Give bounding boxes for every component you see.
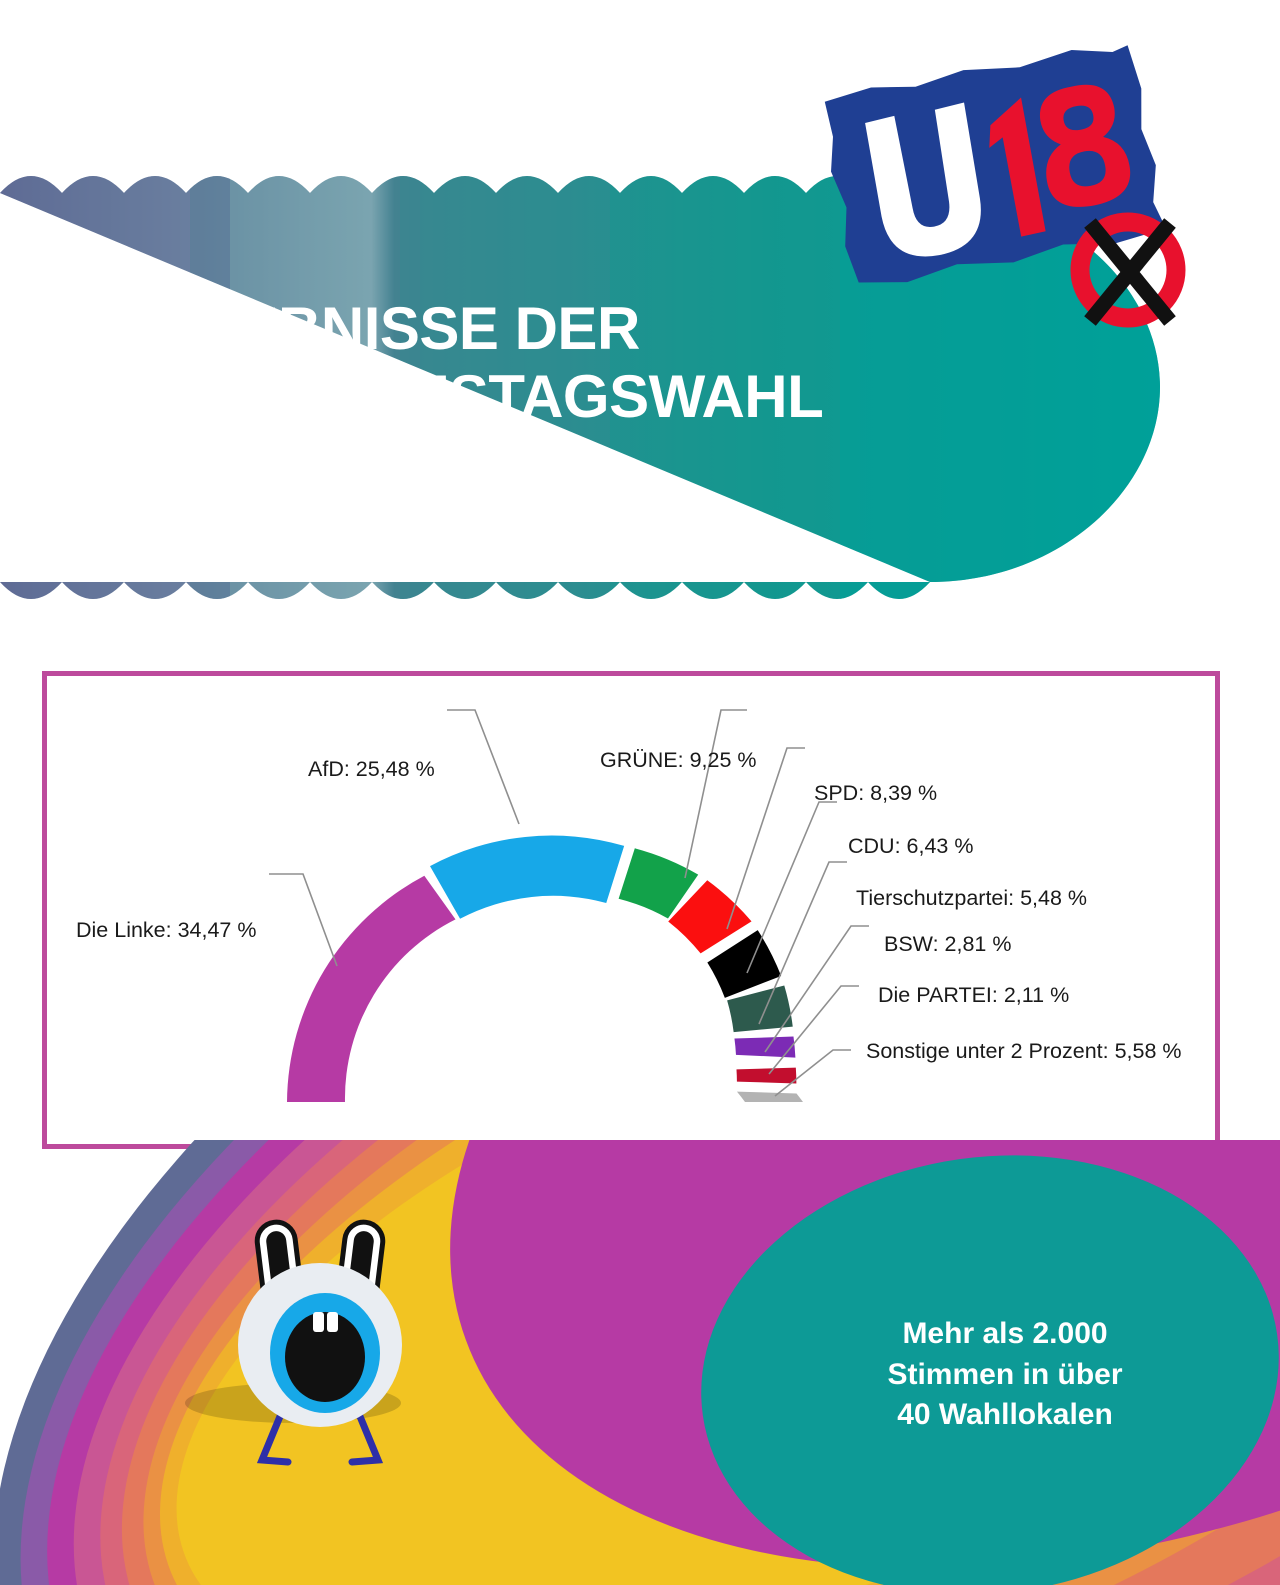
stat-bubble-text: Mehr als 2.000 Stimmen in über 40 Wahllo… bbox=[887, 1317, 1123, 1431]
logo-letter-u bbox=[865, 102, 981, 257]
leader-lines bbox=[269, 709, 869, 1097]
logo-vote-cross bbox=[1070, 212, 1186, 328]
segment-bsw bbox=[734, 1036, 796, 1058]
segment-tierschutzpartei bbox=[727, 985, 793, 1033]
chart-card bbox=[42, 671, 1220, 1149]
chart-label-cdu: CDU: 6,43 % bbox=[848, 834, 974, 858]
mascot-pupil bbox=[285, 1312, 365, 1402]
chart-label-afd: AfD: 25,48 % bbox=[308, 757, 435, 781]
eyeball-mascot bbox=[238, 1219, 402, 1466]
half-donut-chart bbox=[269, 709, 869, 1102]
chart-label-gruene: GRÜNE: 9,25 % bbox=[600, 748, 757, 772]
segment-gruene bbox=[618, 848, 699, 919]
chart-label-die-partei: Die PARTEI: 2,11 % bbox=[878, 983, 1070, 1007]
segment-cdu bbox=[707, 930, 782, 998]
stat-bubble bbox=[701, 1155, 1279, 1585]
segment-die-linke bbox=[287, 875, 456, 1102]
page-title: ERGEBNISSE DER U18-BUNDESTAGSWAHL 2025 I… bbox=[110, 295, 824, 498]
chart-label-tierschutzpartei: Tierschutzpartei: 5,48 % bbox=[856, 886, 1088, 910]
chart-label-die-linke: Die Linke: 34,47 % bbox=[76, 918, 257, 942]
mascot-legs bbox=[256, 1393, 384, 1466]
segment-spd bbox=[668, 880, 752, 954]
chart-label-sonstige: Sonstige unter 2 Prozent: 5,58 % bbox=[866, 1039, 1182, 1063]
chart-label-spd: SPD: 8,39 % bbox=[814, 781, 938, 805]
chart-label-bsw: BSW: 2,81 % bbox=[884, 932, 1012, 956]
logo-number-18 bbox=[989, 84, 1131, 237]
mascot-teeth bbox=[313, 1312, 338, 1332]
segment-die-partei bbox=[736, 1067, 797, 1084]
segment-sonstige bbox=[736, 1091, 803, 1102]
bottom-decoration bbox=[0, 1140, 1280, 1585]
u18-logo bbox=[824, 45, 1186, 328]
segment-afd bbox=[430, 835, 625, 919]
